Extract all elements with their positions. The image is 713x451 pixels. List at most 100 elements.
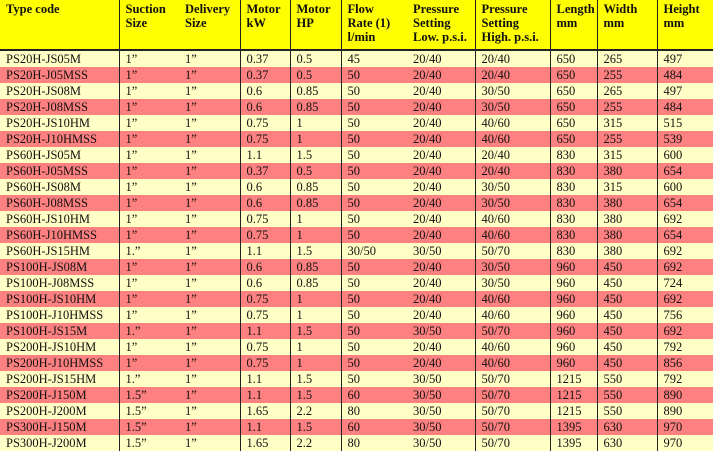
- cell-pressure-high: 50/70: [475, 323, 550, 339]
- cell-pressure-low: 20/40: [407, 131, 475, 147]
- cell-pressure-high: 30/50: [475, 83, 550, 99]
- cell-motor-hp: 2.2: [290, 403, 341, 419]
- cell-pressure-low: 30/50: [407, 419, 475, 435]
- cell-delivery-size: 1”: [179, 163, 240, 179]
- cell-pressure-low: 20/40: [407, 50, 475, 67]
- header-line: Type code: [6, 2, 119, 16]
- cell-height: 539: [657, 131, 713, 147]
- cell-delivery-size: 1”: [179, 115, 240, 131]
- cell-motor-kw: 1.65: [240, 403, 290, 419]
- cell-pressure-high: 40/60: [475, 307, 550, 323]
- cell-motor-kw: 1.1: [240, 243, 290, 259]
- cell-delivery-size: 1”: [179, 323, 240, 339]
- cell-pressure-low: 20/40: [407, 291, 475, 307]
- cell-length: 960: [550, 291, 597, 307]
- cell-length: 830: [550, 243, 597, 259]
- cell-pressure-low: 30/50: [407, 323, 475, 339]
- cell-suction-size: 1”: [119, 307, 179, 323]
- cell-width: 380: [597, 227, 657, 243]
- cell-length: 960: [550, 355, 597, 371]
- cell-width: 450: [597, 275, 657, 291]
- cell-suction-size: 1”: [119, 275, 179, 291]
- cell-flow-rate: 45: [341, 50, 407, 67]
- cell-type-code: PS20H-JS05M: [0, 50, 119, 67]
- cell-motor-hp: 0.5: [290, 163, 341, 179]
- cell-suction-size: 1.”: [119, 371, 179, 387]
- cell-pressure-high: 30/50: [475, 99, 550, 115]
- cell-delivery-size: 1”: [179, 259, 240, 275]
- cell-type-code: PS300H-J150M: [0, 419, 119, 435]
- cell-flow-rate: 50: [341, 131, 407, 147]
- header-line: Length: [557, 2, 597, 16]
- cell-width: 255: [597, 131, 657, 147]
- cell-suction-size: 1.”: [119, 243, 179, 259]
- cell-pressure-high: 40/60: [475, 115, 550, 131]
- cell-flow-rate: 50: [341, 99, 407, 115]
- cell-type-code: PS200H-JS15HM: [0, 371, 119, 387]
- cell-type-code: PS200H-JS10HM: [0, 339, 119, 355]
- cell-suction-size: 1”: [119, 50, 179, 67]
- cell-pressure-high: 40/60: [475, 291, 550, 307]
- cell-flow-rate: 50: [341, 275, 407, 291]
- cell-delivery-size: 1”: [179, 387, 240, 403]
- cell-length: 650: [550, 115, 597, 131]
- cell-suction-size: 1”: [119, 115, 179, 131]
- cell-motor-kw: 0.75: [240, 339, 290, 355]
- cell-motor-kw: 0.6: [240, 275, 290, 291]
- cell-length: 830: [550, 195, 597, 211]
- cell-delivery-size: 1”: [179, 211, 240, 227]
- cell-width: 550: [597, 403, 657, 419]
- cell-motor-hp: 0.85: [290, 83, 341, 99]
- cell-suction-size: 1”: [119, 179, 179, 195]
- cell-height: 792: [657, 339, 713, 355]
- header-line: Pressure: [482, 2, 550, 16]
- cell-height: 692: [657, 259, 713, 275]
- cell-pressure-high: 50/70: [475, 403, 550, 419]
- cell-suction-size: 1”: [119, 131, 179, 147]
- cell-suction-size: 1”: [119, 163, 179, 179]
- cell-length: 960: [550, 275, 597, 291]
- cell-pressure-low: 20/40: [407, 163, 475, 179]
- cell-pressure-high: 30/50: [475, 195, 550, 211]
- cell-type-code: PS60H-JS10HM: [0, 211, 119, 227]
- cell-type-code: PS20H-J05MSS: [0, 67, 119, 83]
- cell-suction-size: 1.5”: [119, 403, 179, 419]
- cell-flow-rate: 50: [341, 323, 407, 339]
- cell-length: 960: [550, 259, 597, 275]
- cell-width: 265: [597, 50, 657, 67]
- header-line: mm: [604, 16, 657, 30]
- cell-motor-hp: 1.5: [290, 243, 341, 259]
- cell-pressure-high: 50/70: [475, 371, 550, 387]
- cell-delivery-size: 1”: [179, 371, 240, 387]
- cell-delivery-size: 1”: [179, 435, 240, 451]
- header-line: mm: [664, 16, 713, 30]
- cell-pressure-high: 50/70: [475, 387, 550, 403]
- header-line: Setting: [482, 16, 550, 30]
- cell-pressure-high: 50/70: [475, 435, 550, 451]
- cell-width: 550: [597, 371, 657, 387]
- cell-suction-size: 1”: [119, 99, 179, 115]
- cell-motor-hp: 0.85: [290, 195, 341, 211]
- cell-type-code: PS20H-J10HMSS: [0, 131, 119, 147]
- cell-suction-size: 1.”: [119, 323, 179, 339]
- cell-length: 1395: [550, 435, 597, 451]
- cell-motor-hp: 1: [290, 227, 341, 243]
- cell-flow-rate: 80: [341, 435, 407, 451]
- cell-width: 380: [597, 243, 657, 259]
- cell-suction-size: 1”: [119, 195, 179, 211]
- cell-height: 856: [657, 355, 713, 371]
- header-line: mm: [557, 16, 597, 30]
- cell-pressure-low: 20/40: [407, 339, 475, 355]
- cell-motor-kw: 1.1: [240, 323, 290, 339]
- cell-motor-hp: 1.5: [290, 387, 341, 403]
- cell-flow-rate: 50: [341, 83, 407, 99]
